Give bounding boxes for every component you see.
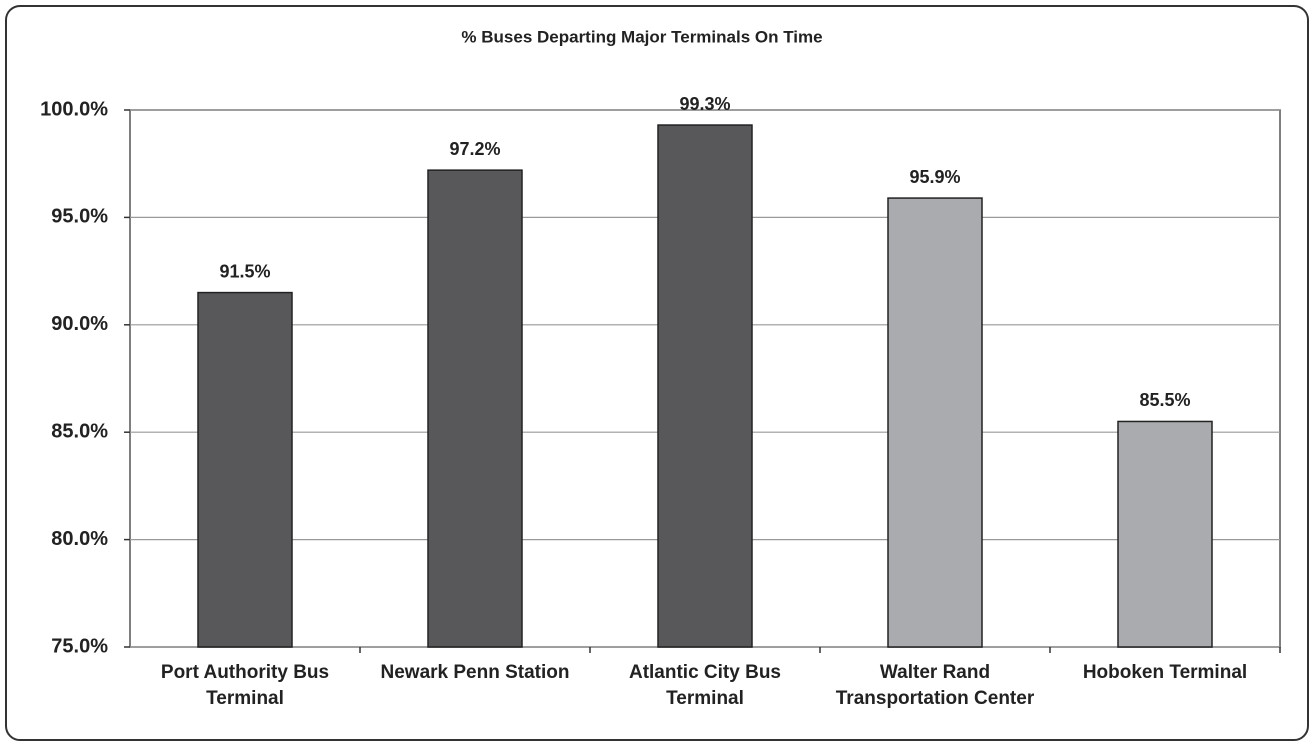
x-tick-label: Hoboken Terminal	[1082, 662, 1248, 683]
x-tick-label: Atlantic City Bus Terminal	[628, 662, 782, 709]
value-label: 95.9%	[909, 167, 960, 187]
chart-title: % Buses Departing Major Terminals On Tim…	[461, 27, 822, 46]
value-label: 97.2%	[449, 139, 500, 159]
bar	[197, 291, 293, 648]
value-label: 99.3%	[679, 94, 730, 114]
y-tick-label: 80.0%	[51, 528, 108, 550]
x-tick-label: Newark Penn Station	[380, 662, 570, 683]
y-tick-label: 90.0%	[51, 313, 108, 335]
y-tick-label: 100.0%	[40, 98, 108, 120]
y-tick-label: 95.0%	[51, 206, 108, 228]
x-tick-label: Walter Rand Transportation Center	[835, 662, 1035, 709]
bar	[1117, 420, 1213, 648]
y-tick-label: 85.0%	[51, 420, 108, 442]
bar	[657, 124, 753, 648]
x-tick-label: Port Authority Bus Terminal	[160, 662, 330, 709]
value-label: 85.5%	[1139, 390, 1190, 410]
bar	[887, 197, 983, 648]
value-label: 91.5%	[219, 261, 270, 281]
bar	[427, 169, 523, 648]
y-tick-label: 75.0%	[51, 635, 108, 657]
